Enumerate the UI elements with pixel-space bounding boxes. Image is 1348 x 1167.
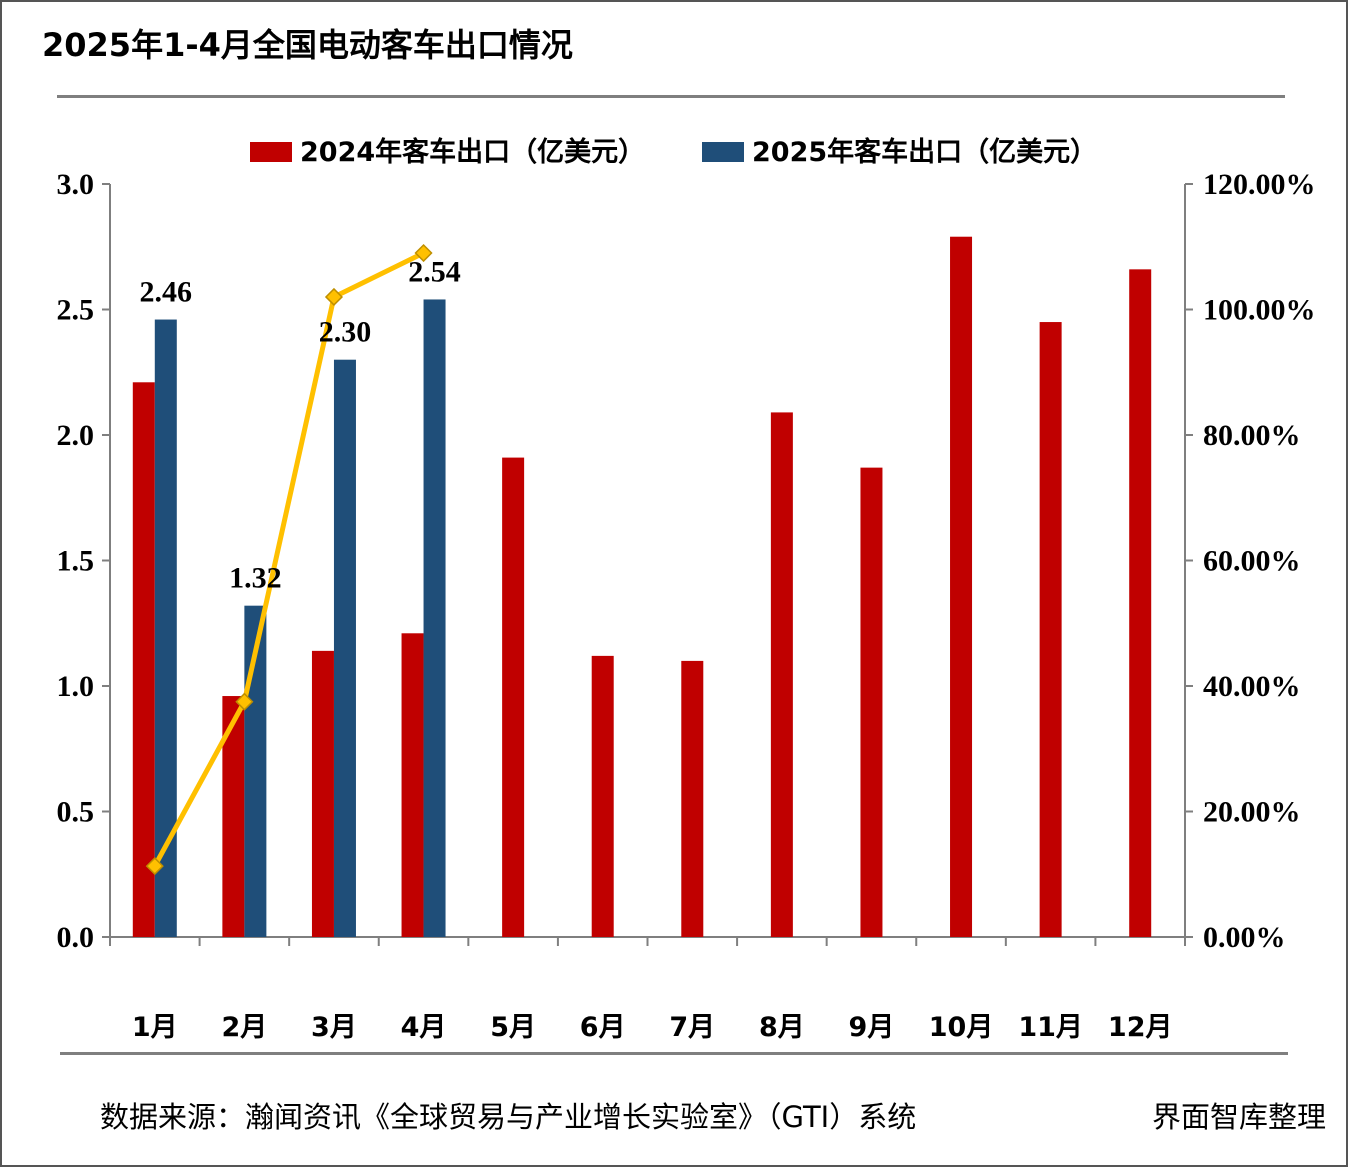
data-label-2025: 2.54 [408,255,461,288]
x-tick-label: 5月 [490,1012,536,1043]
y-left-tick-label: 2.0 [57,419,95,452]
y-left-tick-label: 0.0 [57,921,95,954]
growth-line [152,250,425,868]
bar-2025 [333,359,356,937]
x-tick-label: 6月 [580,1012,626,1043]
bar-2024 [950,236,973,937]
top-divider [57,95,1285,98]
legend-label-2024: 2024年客车出口（亿美元） [300,136,645,168]
growth-point [145,857,164,876]
bar-2024 [222,696,245,937]
growth-point [235,692,254,711]
data-source-note: 数据来源：瀚闻资讯《全球贸易与产业增长实验室》（GTI）系统 [100,1100,917,1134]
data-label-2025: 2.30 [319,316,372,349]
x-tick-label: 3月 [311,1012,357,1043]
growth-point [414,243,433,263]
bar-2024 [401,633,424,937]
y-left-tick-label: 2.5 [57,294,95,327]
y-right-tick-label: 100.00% [1203,294,1316,327]
bar-2025 [423,299,446,938]
bar-2024 [591,655,614,937]
y-right-tick-label: 60.00% [1203,545,1301,578]
x-tick-label: 1月 [132,1012,178,1043]
x-tick-label: 12月 [1108,1012,1173,1043]
x-tick-label: 4月 [401,1012,447,1043]
growth-point [324,287,344,307]
bar-2024 [502,457,525,937]
y-right-tick-label: 0.00% [1203,921,1286,954]
bar-2024 [681,660,704,937]
legend-swatch-2024 [250,142,292,162]
y-right-tick-label: 120.00% [1203,168,1316,201]
y-left-tick-label: 0.5 [57,796,95,829]
y-right-tick-label: 80.00% [1203,419,1301,452]
y-left-tick-label: 1.5 [57,545,95,578]
data-label-2025: 1.32 [229,562,282,595]
bar-2024 [1129,269,1152,938]
x-tick-label: 2月 [221,1012,267,1043]
bar-2024 [770,412,793,937]
x-tick-label: 11月 [1018,1012,1083,1043]
x-tick-label: 9月 [849,1012,895,1043]
bar-2025 [154,319,177,937]
bottom-divider [60,1052,1288,1055]
chart-title: 2025年1-4月全国电动客车出口情况 [42,26,573,64]
y-left-tick-label: 3.0 [57,168,95,201]
y-right-tick-label: 20.00% [1203,796,1301,829]
bar-2024 [132,382,155,937]
legend-label-2025: 2025年客车出口（亿美元） [752,136,1097,168]
x-tick-label: 8月 [759,1012,805,1043]
y-left-tick-label: 1.0 [57,670,95,703]
y-right-tick-label: 40.00% [1203,670,1301,703]
credit-note: 界面智库整理 [1151,1100,1326,1134]
bar-2024 [1039,322,1062,937]
bar-2024 [311,650,334,937]
x-tick-label: 7月 [669,1012,715,1043]
bar-2024 [860,467,883,937]
legend-swatch-2025 [702,142,744,162]
bar-2025 [244,605,267,937]
x-tick-label: 10月 [929,1012,994,1043]
data-label-2025: 2.46 [140,276,193,309]
